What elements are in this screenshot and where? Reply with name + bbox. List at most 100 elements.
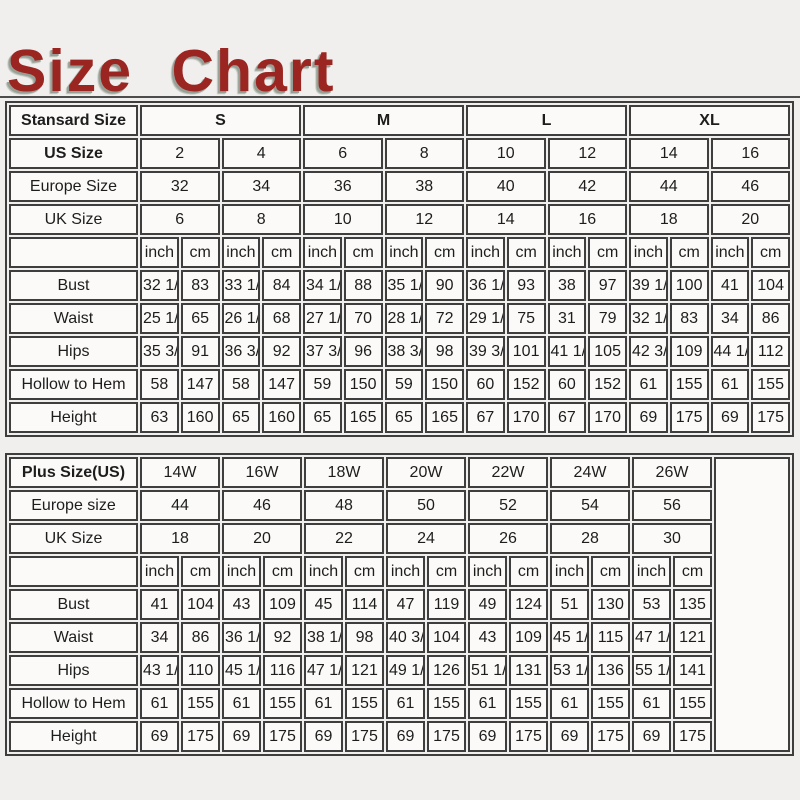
table-cell: 175: [263, 721, 302, 752]
table-cell: 88: [343, 270, 383, 301]
page-title: Size Chart: [7, 37, 336, 104]
table-cell: 41 1/4: [547, 336, 587, 367]
table-cell: 69: [632, 721, 671, 752]
table-cell: 100: [669, 270, 709, 301]
table-cell: 8: [221, 204, 301, 235]
table-cell: inch: [468, 556, 507, 587]
table-cell: 43 1/2: [140, 655, 179, 686]
table-cell: 59: [384, 369, 424, 400]
table-cell: 97: [588, 270, 627, 301]
table-cell: 65: [303, 402, 342, 433]
row-label: Waist: [9, 622, 138, 653]
table-cell: inch: [140, 556, 179, 587]
table-cell: 75: [506, 303, 546, 334]
table-cell: 30: [632, 523, 712, 554]
table-cell: 16: [547, 204, 627, 235]
table-cell: 34: [710, 303, 750, 334]
row-label: Waist: [9, 303, 138, 334]
table-cell: 47: [386, 589, 425, 620]
table-cell: 170: [506, 402, 546, 433]
table-cell: 83: [669, 303, 709, 334]
row-label: UK Size: [9, 523, 138, 554]
table-cell: XL: [629, 105, 790, 136]
row-label: Stansard Size: [9, 105, 138, 136]
table-cell: 121: [345, 655, 384, 686]
table-cell: inch: [547, 237, 587, 268]
table-cell: 92: [262, 336, 301, 367]
table-cell: 46: [222, 490, 302, 521]
table-cell: 31: [547, 303, 587, 334]
table-cell: 69: [629, 402, 668, 433]
table-cell: 131: [509, 655, 548, 686]
table-cell: cm: [669, 237, 709, 268]
table-cell: 109: [263, 589, 302, 620]
table-cell: 84: [262, 270, 301, 301]
table-row: US Size 2 4 6 8 10 12 14 16: [9, 138, 790, 169]
table-cell: 61: [386, 688, 425, 719]
table-row: Plus Size(US) 14W 16W 18W 20W 22W 24W 26W: [9, 457, 790, 752]
table-cell: inch: [710, 237, 750, 268]
table-cell: 130: [591, 589, 630, 620]
table-cell: inch: [221, 237, 261, 268]
table-cell: 10: [466, 138, 546, 169]
table-cell: 69: [468, 721, 507, 752]
table-cell: cm: [343, 237, 383, 268]
table-cell: 175: [673, 721, 712, 752]
row-label: UK Size: [9, 204, 138, 235]
table-cell: 109: [509, 622, 548, 653]
table-cell: 10: [303, 204, 383, 235]
table-cell: inch: [304, 556, 343, 587]
table-cell: 24W: [550, 457, 630, 488]
table-cell: 104: [181, 589, 220, 620]
table-cell: 61: [304, 688, 343, 719]
table-row: UK Size 6 8 10 12 14 16 18 20: [9, 204, 790, 235]
table-cell: 28: [550, 523, 630, 554]
table-cell: cm: [509, 556, 548, 587]
table-cell: 28 1/2: [384, 303, 424, 334]
table-cell: 52: [468, 490, 548, 521]
table-cell: 41: [710, 270, 750, 301]
table-cell: 16: [710, 138, 790, 169]
table-cell: cm: [180, 237, 220, 268]
table-cell: inch: [550, 556, 589, 587]
table-cell: 175: [509, 721, 548, 752]
table-cell: 40 3/4: [386, 622, 425, 653]
table-cell: 18W: [304, 457, 384, 488]
table-cell: 160: [180, 402, 220, 433]
table-cell: 18: [629, 204, 709, 235]
table-cell: 34: [140, 622, 179, 653]
table-cell: 47 1/2: [304, 655, 343, 686]
table-cell: 20: [710, 204, 790, 235]
table-cell: 32 1/2: [140, 270, 179, 301]
table-cell: 61: [140, 688, 179, 719]
table-cell: 42: [547, 171, 627, 202]
table-cell: cm: [673, 556, 712, 587]
table-row: Bust 41 104 43 109 45 114 47 119 49 124 51 130 53 135: [9, 589, 790, 620]
table-cell: cm: [345, 556, 384, 587]
table-cell: 39 3/4: [466, 336, 505, 367]
table-cell: 43: [468, 622, 507, 653]
table-cell: 14W: [140, 457, 220, 488]
table-cell: 92: [263, 622, 302, 653]
table-cell: 2: [140, 138, 220, 169]
table-row: Europe Size 32 34 36 38 40 42 44 46: [9, 171, 790, 202]
table-cell: 160: [262, 402, 301, 433]
plus-size-table: Plus Size(US) 14W 16W 18W 20W 22W 24W 26W Europe…: [5, 453, 794, 756]
table-cell: 116: [263, 655, 302, 686]
table-cell: 115: [591, 622, 630, 653]
table-cell: cm: [425, 237, 464, 268]
table-cell: 147: [262, 369, 301, 400]
table-cell: cm: [263, 556, 302, 587]
table-cell: 45: [304, 589, 343, 620]
table-cell: inch: [632, 556, 671, 587]
table-row: Hollow to Hem 61 155 61 155 61 155 61 155 61 155 61…: [9, 688, 790, 719]
table-cell: 65: [180, 303, 220, 334]
table-cell: 47 1/2: [632, 622, 671, 653]
empty-cell: [714, 457, 790, 752]
table-cell: 38: [547, 270, 587, 301]
table-cell: 152: [588, 369, 627, 400]
table-cell: 59: [303, 369, 342, 400]
